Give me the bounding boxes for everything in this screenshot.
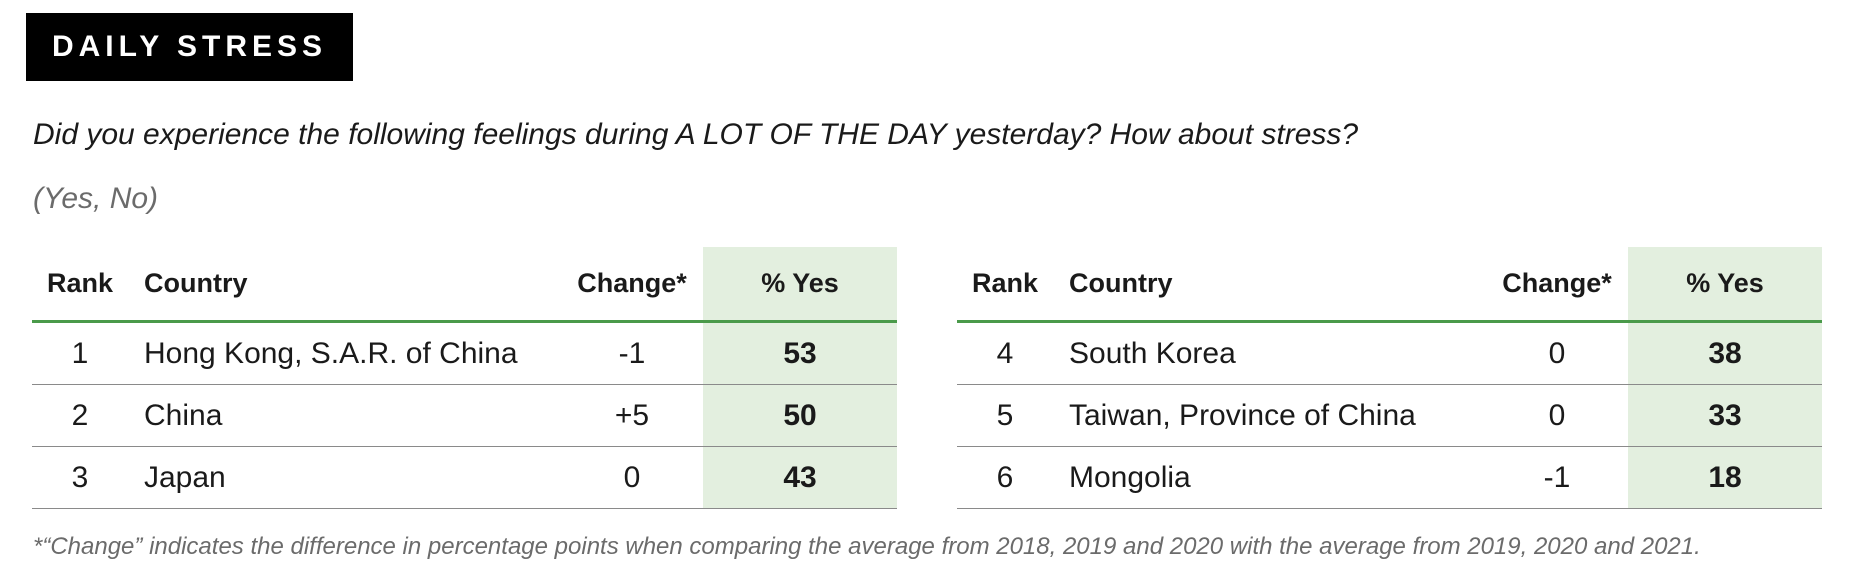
- rank-cell: 2: [71, 398, 89, 432]
- rank-cell: 3: [71, 460, 89, 494]
- country-cell: Mongolia: [1069, 460, 1191, 494]
- footnote: *“Change” indicates the difference in pe…: [33, 533, 1701, 560]
- yes-cell: 43: [783, 460, 817, 494]
- change-cell: -1: [1543, 460, 1571, 494]
- header-country: Country: [144, 268, 248, 298]
- country-cell: Japan: [144, 460, 226, 494]
- header-change: Change*: [577, 268, 687, 298]
- section-badge: DAILY STRESS: [26, 13, 353, 81]
- header-rank: Rank: [46, 268, 114, 298]
- rank-cell: 6: [996, 460, 1014, 494]
- yes-column-highlight: [703, 247, 897, 509]
- change-cell: 0: [623, 460, 641, 494]
- country-cell: Hong Kong, S.A.R. of China: [144, 336, 518, 370]
- answer-options: (Yes, No): [33, 182, 159, 215]
- yes-cell: 38: [1708, 336, 1742, 370]
- table-header: Rank Country Change* % Yes: [957, 247, 1822, 323]
- yes-cell: 53: [783, 336, 817, 370]
- rank-cell: 1: [71, 336, 89, 370]
- table-row: 6 Mongolia -1 18: [957, 447, 1822, 509]
- yes-cell: 50: [783, 398, 817, 432]
- change-cell: -1: [618, 336, 646, 370]
- country-cell: Taiwan, Province of China: [1069, 398, 1416, 432]
- change-cell: 0: [1548, 398, 1566, 432]
- table-row: 4 South Korea 0 38: [957, 323, 1822, 385]
- ranking-table-right: Rank Country Change* % Yes 4 South Korea…: [957, 247, 1822, 509]
- change-cell: 0: [1548, 336, 1566, 370]
- rank-cell: 4: [996, 336, 1014, 370]
- table-row: 3 Japan 0 43: [32, 447, 897, 509]
- rank-cell: 5: [996, 398, 1014, 432]
- country-cell: South Korea: [1069, 336, 1236, 370]
- ranking-table-left: Rank Country Change* % Yes 1 Hong Kong, …: [32, 247, 897, 509]
- change-cell: +5: [614, 398, 650, 432]
- yes-column-highlight: [1628, 247, 1822, 509]
- table-row: 2 China +5 50: [32, 385, 897, 447]
- table-row: 1 Hong Kong, S.A.R. of China -1 53: [32, 323, 897, 385]
- header-country: Country: [1069, 268, 1173, 298]
- header-yes: % Yes: [1686, 268, 1764, 298]
- yes-cell: 18: [1708, 460, 1742, 494]
- table-header: Rank Country Change* % Yes: [32, 247, 897, 323]
- header-yes: % Yes: [761, 268, 839, 298]
- survey-question: Did you experience the following feeling…: [33, 118, 1359, 151]
- yes-cell: 33: [1708, 398, 1742, 432]
- header-change: Change*: [1502, 268, 1612, 298]
- country-cell: China: [144, 398, 223, 432]
- table-row: 5 Taiwan, Province of China 0 33: [957, 385, 1822, 447]
- header-rank: Rank: [971, 268, 1039, 298]
